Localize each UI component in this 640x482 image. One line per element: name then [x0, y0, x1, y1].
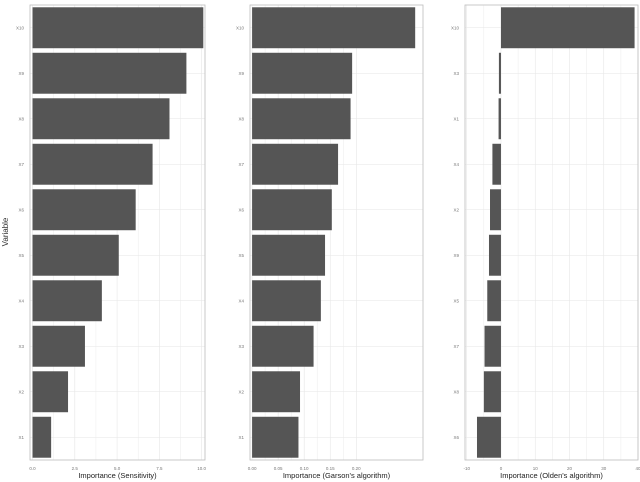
panel-1-x-tick-label: 10.0: [197, 466, 206, 471]
panel-2-y-tick-label: X5: [238, 253, 244, 258]
panel-1-bar-x9: [32, 52, 187, 94]
panel-1-x-tick-label: 2.5: [72, 466, 79, 471]
panel-3-bar-x9: [488, 234, 501, 276]
panel-2-x-tick-label: 0.10: [300, 466, 309, 471]
panel-1-x-axis-title: Importance (Sensitivity): [78, 471, 157, 480]
panel-2-y-tick-label: X2: [238, 389, 244, 394]
panel-3-border: [464, 4, 639, 461]
panel-3-y-tick-label: X4: [453, 162, 459, 167]
panel-1-bar-x8: [32, 98, 170, 140]
panel-1-y-tick-label: X1: [18, 435, 24, 440]
panel-1-bar-x6: [32, 189, 136, 231]
panel-1-y-tick-label: X2: [18, 389, 24, 394]
panel-2-bar-x3: [252, 325, 314, 367]
panel-1-bar-x3: [32, 325, 85, 367]
panel-2-bar-x8: [252, 98, 351, 140]
panel-3-y-tick-label: X1: [453, 116, 459, 121]
panel-3-bar-x10: [500, 7, 635, 49]
panel-3-y-tick-label: X8: [453, 389, 459, 394]
panel-3-y-tick-label: X2: [453, 207, 459, 212]
panel-2-bar-x1: [252, 416, 299, 458]
panel-1-x-tick-label: 0.0: [29, 466, 36, 471]
panel-1-y-tick-label: X4: [18, 298, 24, 303]
panel-2-bar-x7: [252, 143, 339, 185]
panel-1-border: [29, 4, 206, 461]
panel-1-x-tick-label: 7.5: [156, 466, 163, 471]
panel-3-bar-x7: [484, 325, 501, 367]
panel-3-y-tick-label: X9: [453, 253, 459, 258]
panel-3-x-tick-label: 10: [533, 466, 539, 471]
panel-1-bar-x2: [32, 371, 69, 413]
shared-y-axis-title: Variable: [1, 217, 10, 246]
panel-3-x-tick-label: 40: [635, 466, 640, 471]
panel-2-bar-x10: [252, 7, 416, 49]
panel-1-y-tick-label: X6: [18, 207, 24, 212]
panel-2-y-tick-label: X8: [238, 116, 244, 121]
panel-2-x-tick-label: 0.00: [248, 466, 257, 471]
panel-3-bar-x4: [492, 143, 501, 185]
panel-2-border: [249, 4, 424, 461]
panel-3-bar-x8: [483, 371, 501, 413]
panel-2-x-tick-label: 0.05: [274, 466, 283, 471]
panel-1-y-tick-label: X9: [18, 71, 24, 76]
panel-1-bar-x10: [32, 7, 204, 49]
panel-1-y-tick-label: X7: [18, 162, 24, 167]
panel-2-bar-x5: [252, 234, 326, 276]
panel-3-bar-x6: [476, 416, 501, 458]
panel-2-x-tick-label: 0.15: [326, 466, 335, 471]
panel-1-y-tick-label: X8: [18, 116, 24, 121]
panel-1-bar-x5: [32, 234, 119, 276]
panel-1-bar-x1: [32, 416, 52, 458]
panel-2-bar-x2: [252, 371, 301, 413]
panel-3-bar-x5: [487, 280, 501, 322]
panel-3-x-tick-label: 20: [567, 466, 573, 471]
panel-3-y-tick-label: X7: [453, 344, 459, 349]
panel-2-y-tick-label: X10: [236, 25, 245, 30]
panel-1-y-tick-label: X3: [18, 344, 24, 349]
panel-3-x-axis-title: Importance (Olden's algorithm): [500, 471, 603, 480]
panel-3-x-tick-label: 0: [500, 466, 503, 471]
panel-2-y-tick-label: X7: [238, 162, 244, 167]
panel-2-bar-x6: [252, 189, 332, 231]
panel-2-y-tick-label: X6: [238, 207, 244, 212]
panel-2-y-tick-label: X9: [238, 71, 244, 76]
panel-3-bar-x1: [498, 98, 501, 140]
panel-2-y-tick-label: X4: [238, 298, 244, 303]
panel-3-y-tick-label: X5: [453, 298, 459, 303]
panel-2-y-tick-label: X3: [238, 344, 244, 349]
panel-3-x-tick-label: -10: [463, 466, 470, 471]
panel-3-bar-x3: [498, 52, 501, 94]
panel-1-bar-x7: [32, 143, 153, 185]
panel-1-x-tick-label: 5.0: [114, 466, 121, 471]
panel-2-y-tick-label: X1: [238, 435, 244, 440]
panel-1-y-tick-label: X10: [16, 25, 25, 30]
panel-2-x-tick-label: 0.20: [352, 466, 361, 471]
panel-1-y-tick-label: X5: [18, 253, 24, 258]
panel-3-y-tick-label: X3: [453, 71, 459, 76]
panel-2-bar-x9: [252, 52, 353, 94]
panel-3-x-tick-label: 30: [601, 466, 607, 471]
panel-1-bar-x4: [32, 280, 102, 322]
panel-3-y-tick-label: X6: [453, 435, 459, 440]
panel-2-bar-x4: [252, 280, 321, 322]
panel-3-bar-x2: [490, 189, 501, 231]
panel-3-y-tick-label: X10: [451, 25, 460, 30]
panel-2-x-axis-title: Importance (Garson's algorithm): [283, 471, 391, 480]
